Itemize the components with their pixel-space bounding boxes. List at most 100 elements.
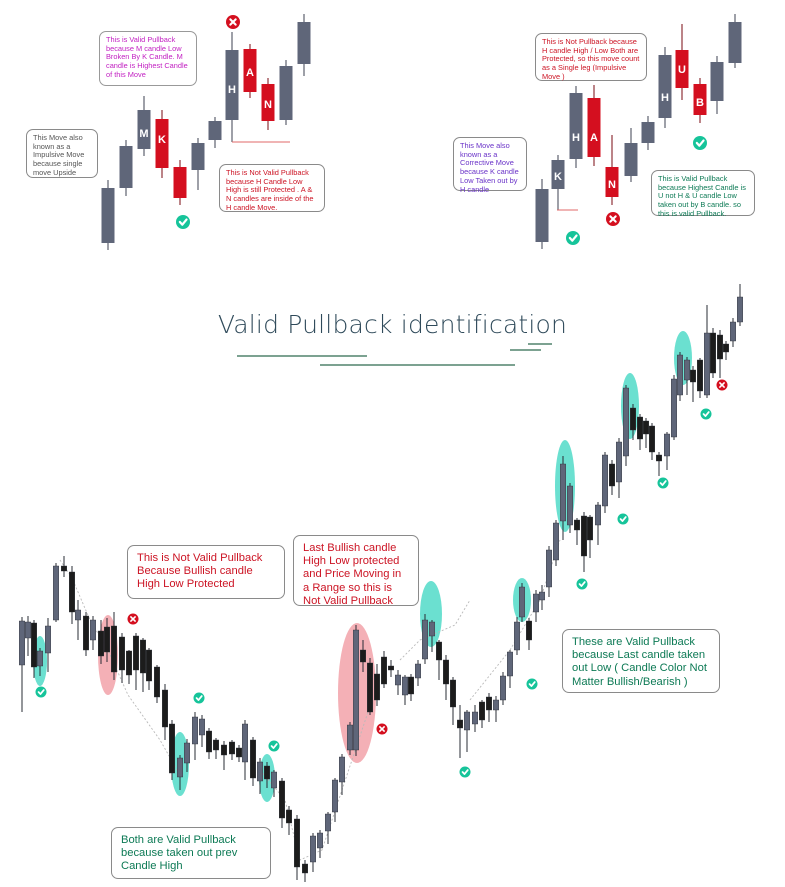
main-candle [415,660,422,686]
candle-body [243,49,257,92]
candle-6 [279,60,293,125]
candle-body [153,666,160,698]
main-candle [730,318,737,347]
candle-body [82,615,89,651]
main-candle [191,712,198,760]
candle-body [408,676,415,695]
main-candle [249,737,256,786]
valid-check-icon [268,740,280,752]
check-circle [617,513,629,525]
main-candle [310,833,317,872]
main-candle [630,404,637,440]
candle-2 [119,140,133,196]
invalid-cross-icon [376,723,388,735]
candle-body [68,571,75,613]
main-candle [581,512,588,572]
main-candle [602,452,609,513]
candle-body [675,50,689,88]
candle-body [264,765,271,780]
main-candle [677,352,684,401]
main-candle [623,385,630,466]
candle-body [730,321,737,342]
candle-body [450,679,457,708]
main-candle [198,715,205,747]
candle-body [587,98,601,157]
check-circle [693,136,707,150]
candle-body [623,387,630,457]
candle-body [339,756,346,783]
candle-body [641,122,655,143]
main-candle [553,520,560,566]
candle-body [637,416,644,440]
candle-body [53,565,60,621]
main-candle [684,357,691,395]
main-candle [388,660,395,677]
candle-letter-m: M [139,128,148,140]
check-circle [700,408,712,420]
candle-body [228,741,235,755]
main-candle [546,546,553,597]
check-circle [657,477,669,489]
main-candle [723,341,730,360]
main-candle [97,620,104,664]
main-candle [19,617,26,712]
main-candle [560,456,567,540]
main-candle [339,754,346,795]
candle-h [225,32,239,142]
main-valid-both-note: Both are Valid Pullback because taken ou… [111,827,271,879]
main-candle [737,284,744,326]
candle-body [257,761,264,782]
main-candle [587,515,594,558]
cross-mark [719,382,725,388]
candle-body [74,609,81,621]
candle-body [569,93,583,159]
candle-body [176,757,183,778]
candle-body [347,724,354,751]
candle-body [161,689,168,728]
main-candle [507,650,514,688]
main-candle [367,658,374,715]
main-candle [220,741,227,770]
candle-body [546,549,553,588]
candle-body [360,649,367,663]
cross-mark [379,726,385,732]
main-candle [257,758,264,794]
candle-body [139,639,146,674]
main-candle [533,590,540,622]
candle-body [704,332,711,396]
main-candle [145,648,152,690]
main-candle [643,418,650,448]
right-not-valid-note: This is Not Pullback because H candle Hi… [535,33,647,81]
main-candle [500,672,507,705]
candle-body [155,119,169,168]
candle-body [271,771,278,789]
main-candle [302,860,309,882]
candle-body [381,656,388,685]
candle-body [605,167,619,197]
candle-body [97,630,104,657]
candle-letter-k: K [554,171,562,183]
main-candle [153,665,160,703]
main-candle [526,618,533,650]
main-candle [710,328,717,378]
check-circle [268,740,280,752]
check-mark [178,218,188,226]
candle-body [415,663,422,679]
candle-m [137,96,151,156]
valid-check-icon [35,686,47,698]
main-candle [519,583,526,622]
candle-body [535,189,549,242]
main-candle [161,684,168,740]
candle-body [110,625,117,673]
candle-4 [191,138,205,190]
main-candle [317,830,324,858]
main-candle [183,739,190,772]
candle-body [697,359,704,392]
candle-body [118,636,125,671]
candle-body [310,835,317,863]
candle-body [353,629,360,751]
cross-mark [130,616,136,622]
main-candle [271,770,278,797]
candle-body [89,619,96,641]
main-candle [464,710,471,752]
